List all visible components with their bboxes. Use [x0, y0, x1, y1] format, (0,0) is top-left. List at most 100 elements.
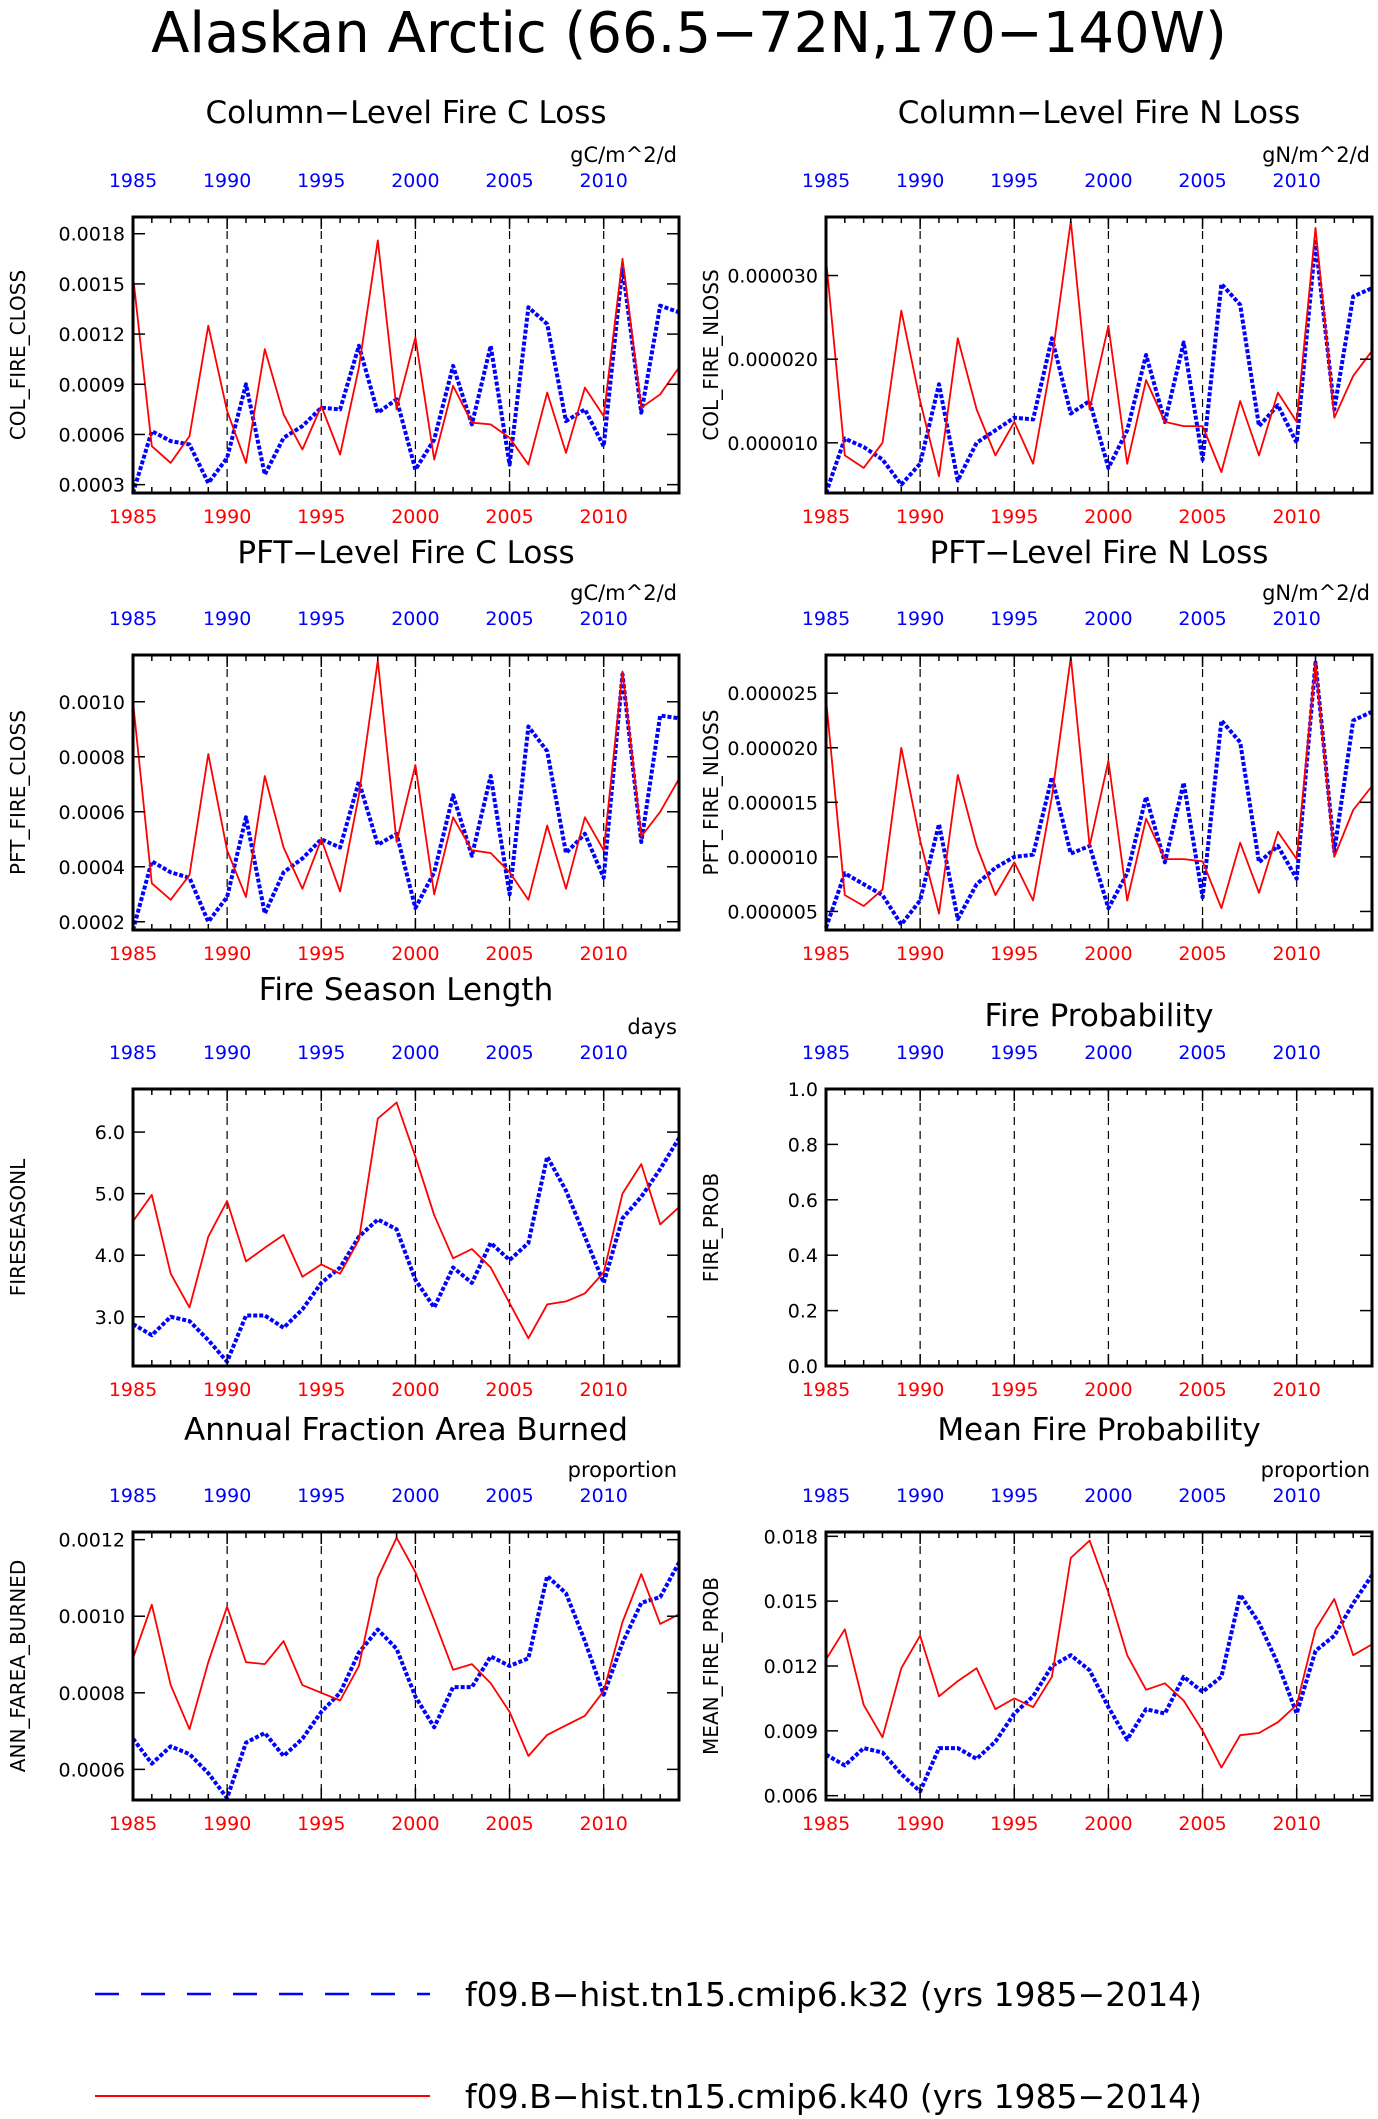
x-tick-label-top: 1990 [203, 1042, 251, 1064]
x-tick-label-top: 2010 [580, 608, 628, 630]
series-line-k40 [132, 239, 680, 466]
x-tick-label-bottom: 1995 [990, 943, 1038, 965]
y-tick-label: 0.0018 [59, 224, 125, 246]
x-tick-label-top: 2010 [1273, 1042, 1321, 1064]
series-line-k32 [131, 672, 680, 931]
y-axis-label: COL_FIRE_NLOSS [699, 269, 723, 440]
y-tick-label: 0.0006 [59, 802, 125, 824]
figure-title: Alaskan Arctic (66.5−72N,170−140W) [151, 1, 1227, 66]
y-tick-label: 0.2 [788, 1301, 818, 1323]
x-tick-label-bottom: 1995 [990, 1813, 1038, 1835]
x-tick-label-top: 1990 [896, 1485, 944, 1507]
plot-frame [824, 1087, 1374, 1368]
x-tick-label-top: 2005 [1178, 608, 1226, 630]
x-tick-label-bottom: 2010 [580, 943, 628, 965]
x-tick-label-bottom: 2005 [485, 943, 533, 965]
y-tick-label: 0.4 [788, 1245, 818, 1267]
series-line-k40 [825, 1539, 1373, 1769]
x-tick-label-bottom: 1995 [297, 1813, 345, 1835]
x-tick-label-bottom: 1990 [203, 943, 251, 965]
x-tick-label-top: 2010 [580, 1485, 628, 1507]
y-tick-label: 0.0009 [59, 374, 125, 396]
x-tick-label-top: 1990 [896, 608, 944, 630]
series-line-k32 [131, 265, 680, 494]
y-tick-label: 0.0012 [59, 324, 125, 346]
x-tick-label-bottom: 2010 [1273, 1379, 1321, 1401]
y-axis-label: ANN_FAREA_BURNED [6, 1560, 30, 1772]
x-tick-label-bottom: 2010 [1273, 506, 1321, 528]
x-tick-label-top: 2000 [1084, 608, 1132, 630]
x-tick-label-top: 1990 [203, 1485, 251, 1507]
x-tick-label-bottom: 2010 [580, 1813, 628, 1835]
x-tick-label-bottom: 2005 [1178, 1379, 1226, 1401]
x-tick-label-top: 2010 [580, 170, 628, 192]
panel-title: PFT−Level Fire C Loss [237, 535, 574, 571]
y-tick-label: 0.000020 [727, 349, 818, 371]
plot-frame [824, 215, 1374, 495]
plot-frame [131, 1087, 681, 1368]
x-tick-label-top: 2005 [1178, 1485, 1226, 1507]
x-tick-label-bottom: 1990 [896, 943, 944, 965]
x-tick-label-top: 1985 [802, 170, 850, 192]
y-tick-label: 0.000030 [727, 266, 818, 288]
x-tick-label-bottom: 2000 [391, 943, 439, 965]
panel-fire-prob: Fire Probability 1985 1985 1990 1990 1995 1995… [699, 998, 1374, 1401]
y-axis-label: FIRESEASONL [6, 1158, 30, 1296]
x-tick-label-bottom: 1985 [802, 1379, 850, 1401]
x-tick-label-top: 2000 [1084, 1485, 1132, 1507]
x-tick-label-bottom: 2000 [1084, 506, 1132, 528]
x-tick-label-bottom: 1985 [802, 506, 850, 528]
x-tick-label-bottom: 1990 [203, 1379, 251, 1401]
y-tick-label: 0.0008 [59, 747, 125, 769]
x-tick-label-top: 2005 [485, 170, 533, 192]
x-tick-label-bottom: 2000 [391, 1379, 439, 1401]
x-tick-label-bottom: 1985 [109, 506, 157, 528]
plot-frame [131, 215, 681, 495]
x-tick-label-bottom: 1990 [896, 506, 944, 528]
x-tick-label-bottom: 1990 [896, 1379, 944, 1401]
y-tick-label: 0.0006 [59, 1759, 125, 1781]
x-tick-label-top: 2000 [391, 1042, 439, 1064]
x-tick-label-bottom: 2005 [1178, 943, 1226, 965]
panels: Column−Level Fire C Loss gC/m^2/d 1985 1985… [6, 95, 1374, 1835]
y-tick-label: 0.0010 [59, 692, 125, 714]
panel-title: Mean Fire Probability [937, 1412, 1260, 1448]
y-tick-label: 0.000010 [727, 433, 818, 455]
panel-fireseasonl: Fire Season Length days 1985 1985 1990 1990 19… [6, 972, 681, 1401]
x-tick-label-bottom: 1995 [990, 506, 1038, 528]
x-tick-label-top: 1985 [109, 1042, 157, 1064]
units-label: gN/m^2/d [1262, 581, 1370, 605]
legend-label: f09.B−hist.tn15.cmip6.k40 (yrs 1985−2014… [465, 2077, 1202, 2116]
x-tick-label-bottom: 2005 [485, 506, 533, 528]
plot-frame [131, 653, 681, 932]
panel-pft-fire-closs: PFT−Level Fire C Loss gC/m^2/d 1985 1985 199… [6, 535, 681, 965]
panel-title: Column−Level Fire C Loss [205, 95, 606, 131]
x-tick-label-bottom: 1985 [802, 1813, 850, 1835]
y-tick-label: 0.0008 [59, 1683, 125, 1705]
series-line-k40 [825, 656, 1373, 915]
series-line-k32 [825, 1574, 1374, 1794]
series-line-k40 [825, 220, 1373, 478]
plot-frame [824, 653, 1374, 932]
x-tick-label-top: 2000 [391, 170, 439, 192]
y-tick-label: 0.000005 [727, 901, 818, 923]
x-tick-label-top: 2005 [485, 1485, 533, 1507]
x-tick-label-bottom: 1990 [203, 506, 251, 528]
y-axis-label: PFT_FIRE_NLOSS [699, 710, 723, 876]
x-tick-label-top: 2010 [1273, 170, 1321, 192]
x-tick-label-bottom: 1985 [109, 1813, 157, 1835]
x-tick-label-top: 1995 [297, 608, 345, 630]
x-tick-label-top: 1990 [896, 170, 944, 192]
x-tick-label-top: 2000 [391, 1485, 439, 1507]
x-tick-label-bottom: 2000 [1084, 943, 1132, 965]
x-tick-label-bottom: 1995 [297, 1379, 345, 1401]
x-tick-label-top: 1985 [802, 608, 850, 630]
plot-frame [824, 1530, 1374, 1802]
panel-pft-fire-nloss: PFT−Level Fire N Loss gN/m^2/d 1985 1985 199… [699, 535, 1374, 965]
x-tick-label-bottom: 2010 [580, 506, 628, 528]
x-tick-label-bottom: 2000 [391, 1813, 439, 1835]
units-label: gC/m^2/d [570, 581, 677, 605]
x-tick-label-top: 2010 [1273, 1485, 1321, 1507]
x-tick-label-top: 1985 [109, 170, 157, 192]
